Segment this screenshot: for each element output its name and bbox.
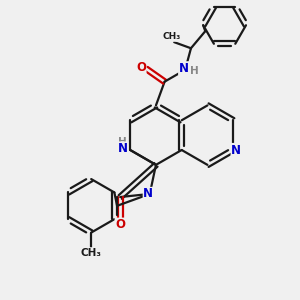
Text: N: N	[231, 143, 241, 157]
Text: N: N	[118, 142, 128, 155]
Text: N: N	[143, 188, 153, 200]
Text: CH₃: CH₃	[162, 32, 180, 41]
Text: O: O	[136, 61, 146, 74]
Text: H: H	[118, 137, 127, 147]
Text: H: H	[190, 66, 199, 76]
Text: CH₃: CH₃	[81, 248, 102, 258]
Text: N: N	[179, 62, 189, 75]
Text: O: O	[115, 218, 125, 231]
